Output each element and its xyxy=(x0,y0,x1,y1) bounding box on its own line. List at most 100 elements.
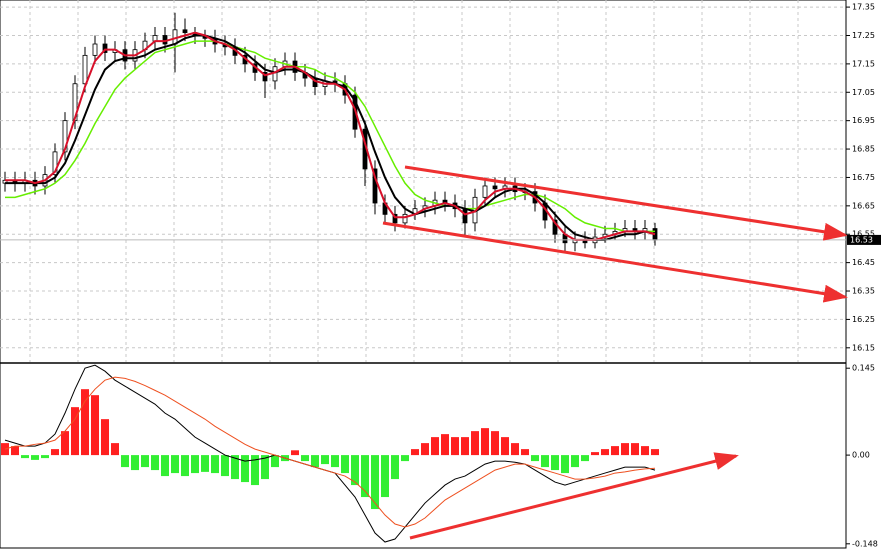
histogram-bar xyxy=(141,455,149,468)
histogram-bar xyxy=(341,455,349,474)
histogram-bar xyxy=(211,455,219,474)
histogram-bar xyxy=(551,455,559,471)
candle-body xyxy=(402,213,408,224)
candle-body xyxy=(462,208,468,224)
histogram-bar xyxy=(531,455,539,462)
histogram-bar xyxy=(611,446,619,456)
candle-body xyxy=(482,185,488,198)
histogram-bar xyxy=(561,455,569,474)
indicator-line xyxy=(5,34,656,241)
y-tick-label: -0.148 xyxy=(852,539,878,548)
histogram-bar xyxy=(501,437,509,456)
histogram-bar xyxy=(381,455,389,498)
histogram-bar xyxy=(41,455,49,459)
histogram-bar xyxy=(331,455,339,468)
y-tick-label: 17.35 xyxy=(852,3,875,12)
plot-layer xyxy=(0,0,846,543)
candle-body xyxy=(392,213,398,224)
histogram-bar xyxy=(521,449,529,456)
histogram-bar xyxy=(111,443,119,456)
histogram-bar xyxy=(161,455,169,477)
histogram-bar xyxy=(621,443,629,456)
histogram-bar xyxy=(601,449,609,456)
histogram-bar xyxy=(491,431,499,456)
histogram-bar xyxy=(441,434,449,456)
histogram-bar xyxy=(401,455,409,462)
histogram-bar xyxy=(61,431,69,456)
candle-body xyxy=(492,185,498,190)
indicator-line xyxy=(5,40,655,233)
histogram-bar xyxy=(91,395,99,456)
histogram-bar xyxy=(591,452,599,456)
histogram-bar xyxy=(541,455,549,468)
last-price-box xyxy=(847,234,881,245)
histogram-bar xyxy=(151,455,159,471)
histogram-bar xyxy=(231,455,239,480)
y-tick-label: 0.00 xyxy=(852,451,870,460)
y-tick-label: 17.15 xyxy=(852,59,875,68)
histogram-bar xyxy=(241,455,249,483)
histogram-bar xyxy=(171,455,179,474)
y-tick-label: 16.35 xyxy=(852,287,875,296)
histogram-bar xyxy=(631,443,639,456)
histogram-bar xyxy=(71,407,79,456)
histogram-bar xyxy=(351,455,359,486)
histogram-bar xyxy=(581,455,589,462)
histogram-bar xyxy=(291,450,299,456)
histogram-bar xyxy=(221,455,229,477)
histogram-bar xyxy=(571,455,579,468)
histogram-bar xyxy=(651,449,659,456)
histogram-bar xyxy=(451,437,459,456)
histogram-bar xyxy=(371,455,379,510)
histogram-bar xyxy=(81,389,89,456)
indicator-line xyxy=(5,31,656,241)
y-tick-label: 16.25 xyxy=(852,315,875,324)
histogram-bar xyxy=(411,449,419,456)
histogram-bar xyxy=(481,428,489,456)
candle-body xyxy=(62,120,68,153)
y-tick-label: 16.45 xyxy=(852,258,875,267)
histogram-bar xyxy=(361,455,369,498)
histogram-bar xyxy=(431,437,439,456)
y-tick-label: 16.65 xyxy=(852,201,875,210)
y-tick-label: 17.05 xyxy=(852,88,875,97)
histogram-bar xyxy=(51,449,59,456)
histogram-bar xyxy=(461,437,469,456)
y-tick-label: 16.75 xyxy=(852,173,875,182)
histogram-bar xyxy=(641,446,649,456)
histogram-bar xyxy=(191,455,199,474)
y-tick-label: 17.25 xyxy=(852,31,875,40)
histogram-bar xyxy=(471,431,479,456)
trend-arrow xyxy=(404,165,848,241)
candle-body xyxy=(372,168,378,204)
histogram-bar xyxy=(11,446,19,456)
histogram-bar xyxy=(121,455,129,468)
y-tick-label: 0.145 xyxy=(852,364,875,373)
trend-arrow xyxy=(382,221,848,303)
histogram-bar xyxy=(21,455,29,459)
histogram-bar xyxy=(201,455,209,472)
candle-body xyxy=(102,43,108,53)
histogram-bar xyxy=(311,455,319,468)
histogram-bar xyxy=(101,419,109,456)
histogram-bar xyxy=(261,455,269,480)
y-tick-label: 16.85 xyxy=(852,145,875,154)
candle-body xyxy=(262,72,268,82)
histogram-bar xyxy=(391,455,399,480)
histogram-bar xyxy=(131,455,139,471)
y-tick-label: 16.55 xyxy=(852,230,875,239)
y-tick-label: 16.15 xyxy=(852,343,875,352)
histogram-bar xyxy=(511,443,519,456)
histogram-bar xyxy=(421,443,429,456)
candle-body xyxy=(92,43,98,56)
candle-body xyxy=(82,54,88,85)
candle-body xyxy=(182,29,188,34)
indicator-line xyxy=(4,376,656,528)
histogram-bar xyxy=(321,455,329,465)
histogram-bar xyxy=(251,455,259,486)
y-tick-label: 16.95 xyxy=(852,116,875,125)
candle-body xyxy=(52,151,58,176)
histogram-bar xyxy=(31,455,39,460)
trend-arrow xyxy=(409,452,739,540)
